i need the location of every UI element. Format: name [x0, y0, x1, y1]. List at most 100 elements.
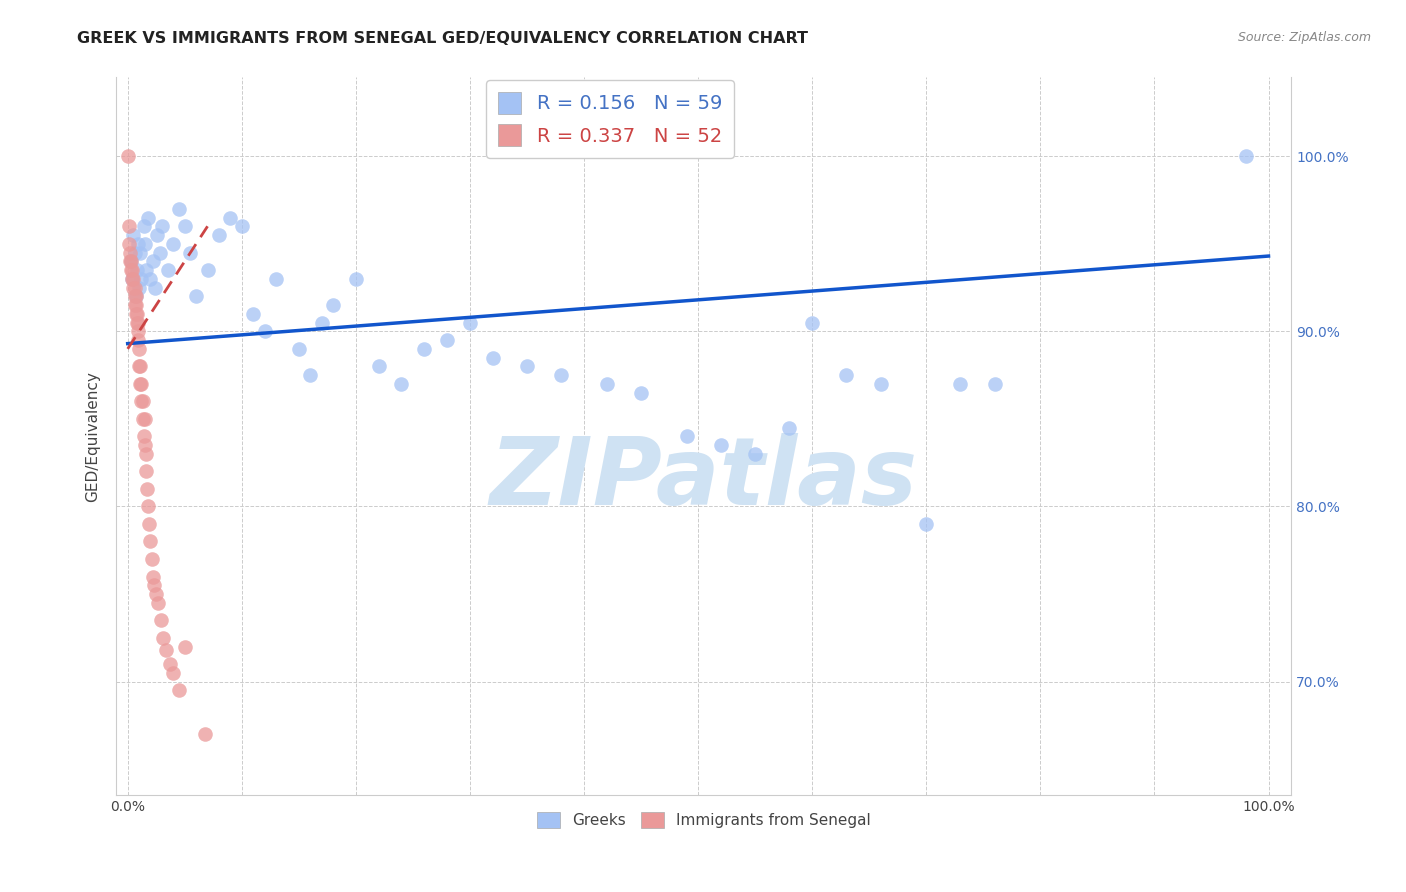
Point	[129, 376, 152, 391]
Point	[167, 683, 190, 698]
Point	[118, 236, 141, 251]
Point	[146, 227, 169, 242]
Point	[391, 376, 413, 391]
Text: GREEK VS IMMIGRANTS FROM SENEGAL GED/EQUIVALENCY CORRELATION CHART: GREEK VS IMMIGRANTS FROM SENEGAL GED/EQU…	[77, 31, 808, 46]
Point	[550, 368, 572, 383]
Point	[122, 227, 145, 242]
Point	[148, 596, 170, 610]
Point	[131, 412, 153, 426]
Point	[481, 351, 503, 365]
Point	[288, 342, 311, 356]
Point	[124, 289, 146, 303]
Point	[135, 465, 157, 479]
Point	[120, 254, 142, 268]
Point	[125, 307, 148, 321]
Legend: Greeks, Immigrants from Senegal: Greeks, Immigrants from Senegal	[530, 806, 877, 834]
Text: ZIPatlas: ZIPatlas	[489, 434, 918, 525]
Point	[121, 272, 143, 286]
Point	[162, 236, 184, 251]
Point	[173, 640, 195, 654]
Point	[129, 245, 152, 260]
Point	[145, 587, 167, 601]
Point	[630, 385, 652, 400]
Point	[1234, 149, 1257, 163]
Point	[125, 316, 148, 330]
Text: Source: ZipAtlas.com: Source: ZipAtlas.com	[1237, 31, 1371, 45]
Point	[121, 272, 143, 286]
Point	[322, 298, 344, 312]
Point	[127, 324, 149, 338]
Point	[131, 376, 153, 391]
Point	[167, 202, 190, 216]
Point	[127, 236, 149, 251]
Point	[124, 307, 146, 321]
Point	[132, 429, 155, 443]
Point	[127, 333, 149, 347]
Point	[135, 447, 157, 461]
Point	[118, 245, 141, 260]
Point	[128, 359, 150, 374]
Point	[124, 298, 146, 312]
Point	[142, 254, 165, 268]
Point	[150, 219, 173, 234]
Point	[299, 368, 322, 383]
Point	[124, 298, 146, 312]
Point	[138, 516, 160, 531]
Point	[136, 482, 159, 496]
Point	[835, 368, 858, 383]
Point	[131, 272, 153, 286]
Point	[118, 254, 141, 268]
Point	[231, 219, 253, 234]
Point	[915, 516, 938, 531]
Y-axis label: GED/Equivalency: GED/Equivalency	[86, 371, 100, 502]
Point	[136, 211, 159, 225]
Point	[129, 359, 152, 374]
Point	[778, 420, 800, 434]
Point	[596, 376, 619, 391]
Point	[124, 245, 146, 260]
Point	[128, 280, 150, 294]
Point	[127, 316, 149, 330]
Point	[134, 412, 156, 426]
Point	[136, 500, 159, 514]
Point	[159, 657, 181, 671]
Point	[121, 263, 143, 277]
Point	[125, 263, 148, 277]
Point	[152, 631, 174, 645]
Point	[219, 211, 242, 225]
Point	[949, 376, 972, 391]
Point	[131, 394, 153, 409]
Point	[128, 342, 150, 356]
Point	[344, 272, 367, 286]
Point	[117, 149, 139, 163]
Point	[983, 376, 1005, 391]
Point	[149, 245, 172, 260]
Point	[124, 289, 146, 303]
Point	[162, 665, 184, 680]
Point	[122, 280, 145, 294]
Point	[413, 342, 436, 356]
Point	[367, 359, 389, 374]
Point	[173, 219, 195, 234]
Point	[801, 316, 824, 330]
Point	[135, 263, 157, 277]
Point	[141, 552, 163, 566]
Point	[436, 333, 458, 347]
Point	[120, 254, 142, 268]
Point	[184, 289, 207, 303]
Point	[124, 280, 146, 294]
Point	[194, 727, 217, 741]
Point	[142, 569, 165, 583]
Point	[156, 263, 179, 277]
Point	[155, 643, 177, 657]
Point	[120, 263, 142, 277]
Point	[179, 245, 201, 260]
Point	[675, 429, 697, 443]
Point	[149, 613, 172, 627]
Point	[311, 316, 333, 330]
Point	[197, 263, 219, 277]
Point	[264, 272, 287, 286]
Point	[134, 236, 156, 251]
Point	[143, 280, 166, 294]
Point	[208, 227, 231, 242]
